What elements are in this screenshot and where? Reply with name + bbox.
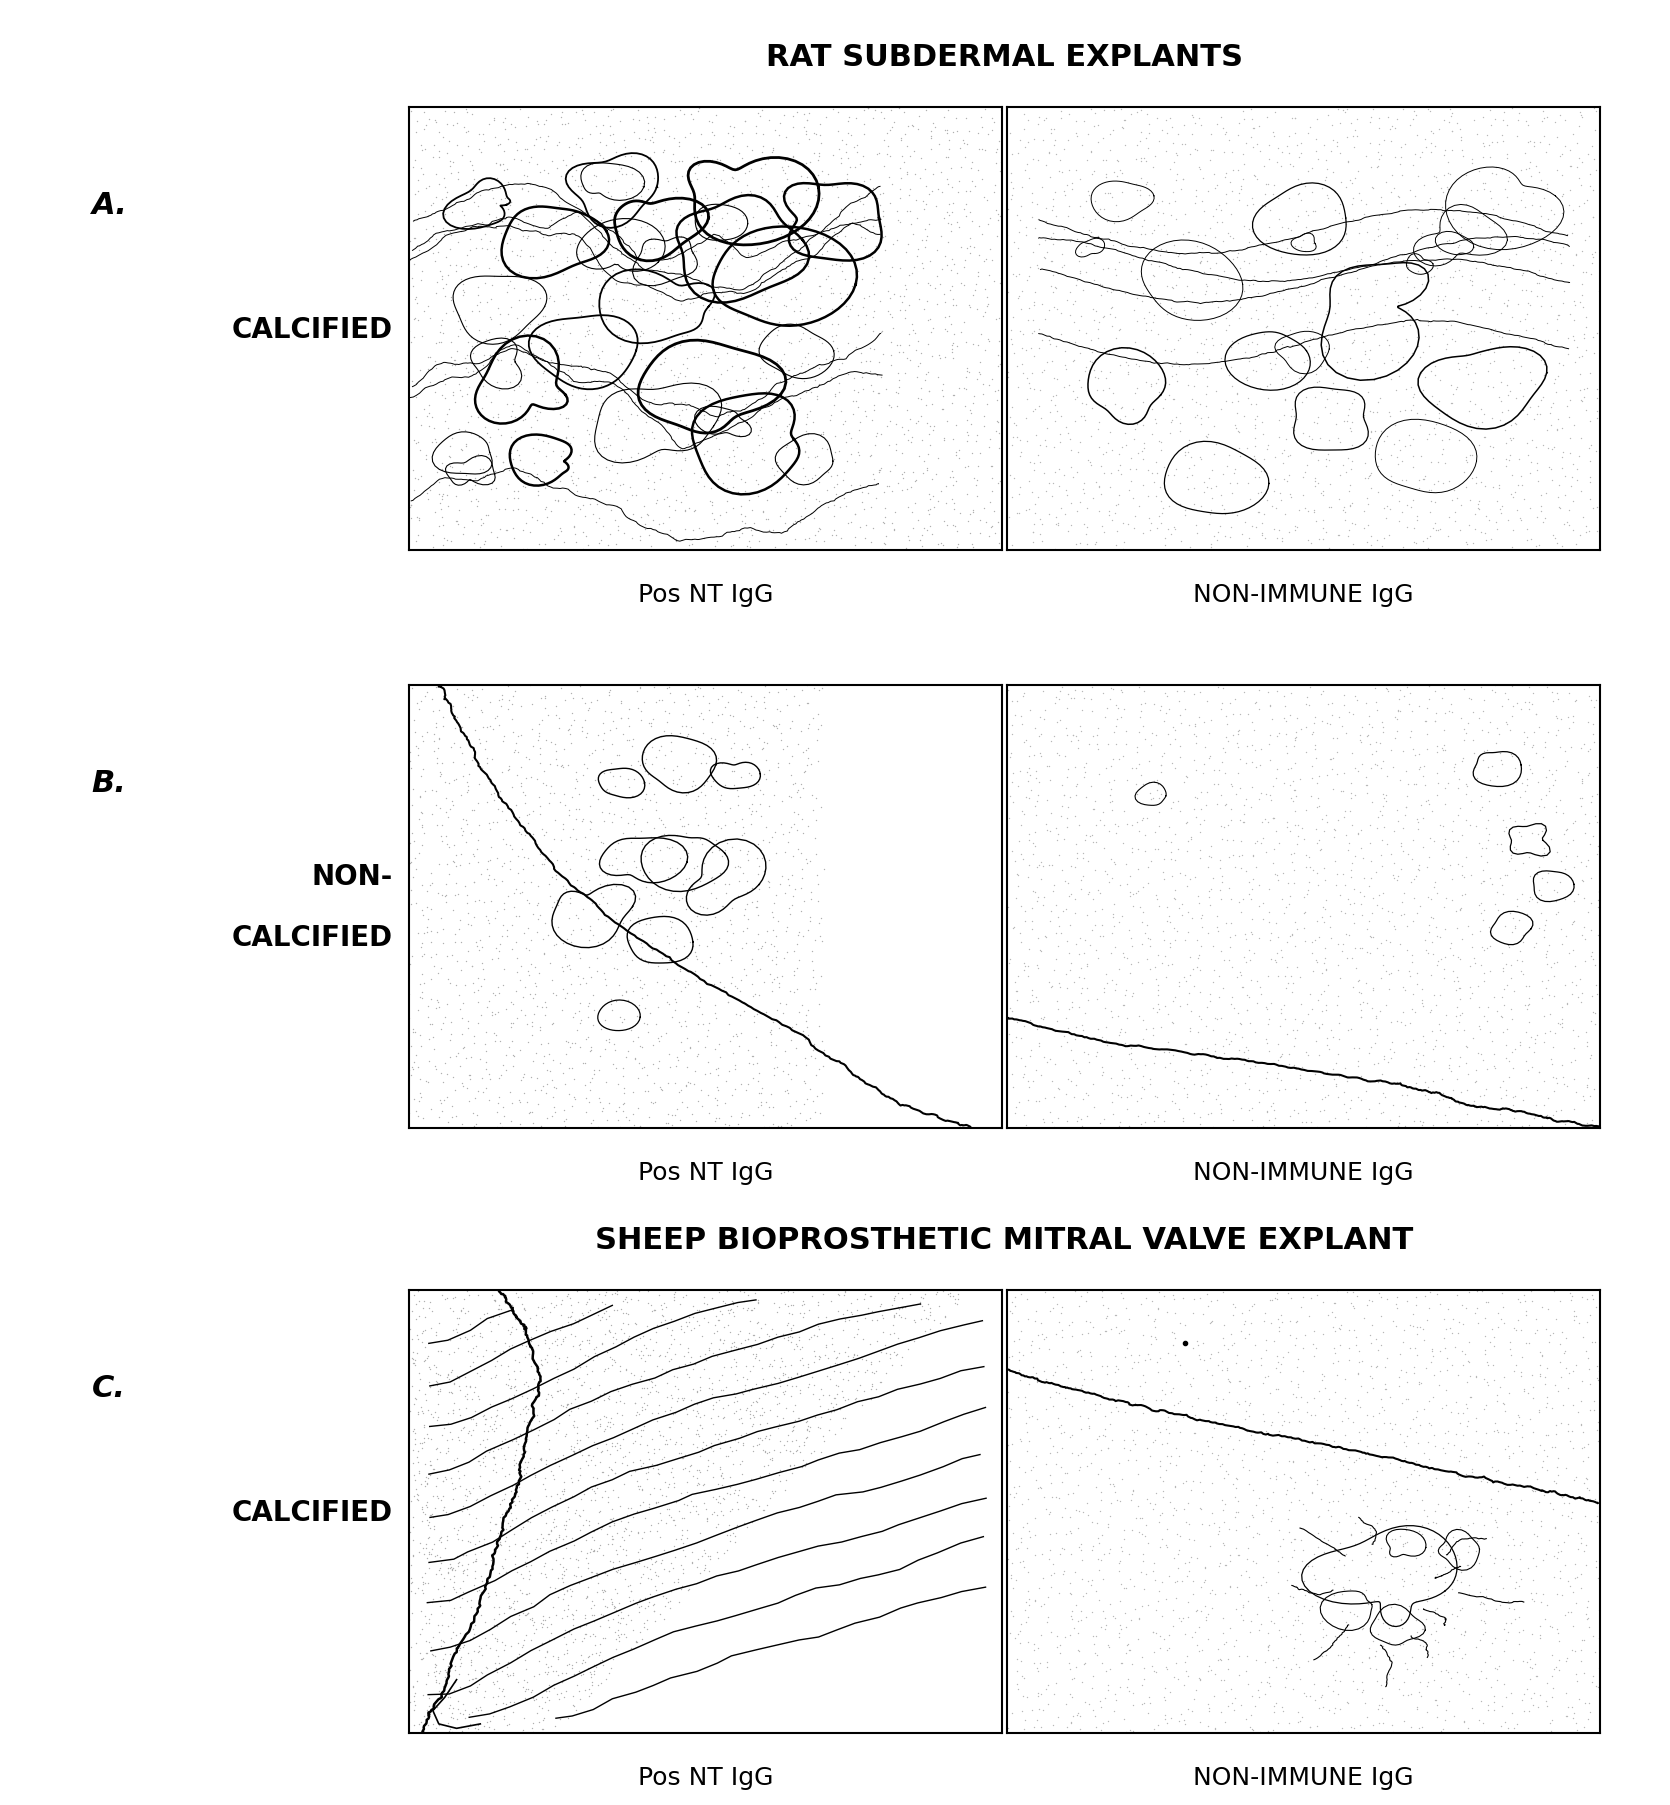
Text: SHEEP BIOPROSTHETIC MITRAL VALVE EXPLANT: SHEEP BIOPROSTHETIC MITRAL VALVE EXPLANT: [596, 1226, 1413, 1254]
Text: NON-IMMUNE IgG: NON-IMMUNE IgG: [1192, 583, 1414, 606]
Text: Pos NT IgG: Pos NT IgG: [638, 583, 773, 606]
Text: B.: B.: [92, 769, 127, 798]
Text: CALCIFIED: CALCIFIED: [232, 1498, 392, 1525]
Text: C.: C.: [92, 1374, 125, 1402]
Text: CALCIFIED: CALCIFIED: [232, 924, 392, 951]
Text: RAT SUBDERMAL EXPLANTS: RAT SUBDERMAL EXPLANTS: [767, 43, 1242, 72]
Text: CALCIFIED: CALCIFIED: [232, 316, 392, 343]
Text: NON-IMMUNE IgG: NON-IMMUNE IgG: [1192, 1765, 1414, 1789]
Text: Pos NT IgG: Pos NT IgG: [638, 1161, 773, 1184]
Text: Pos NT IgG: Pos NT IgG: [638, 1765, 773, 1789]
Text: NON-IMMUNE IgG: NON-IMMUNE IgG: [1192, 1161, 1414, 1184]
Text: A.: A.: [92, 191, 127, 220]
Text: NON-: NON-: [311, 863, 392, 890]
